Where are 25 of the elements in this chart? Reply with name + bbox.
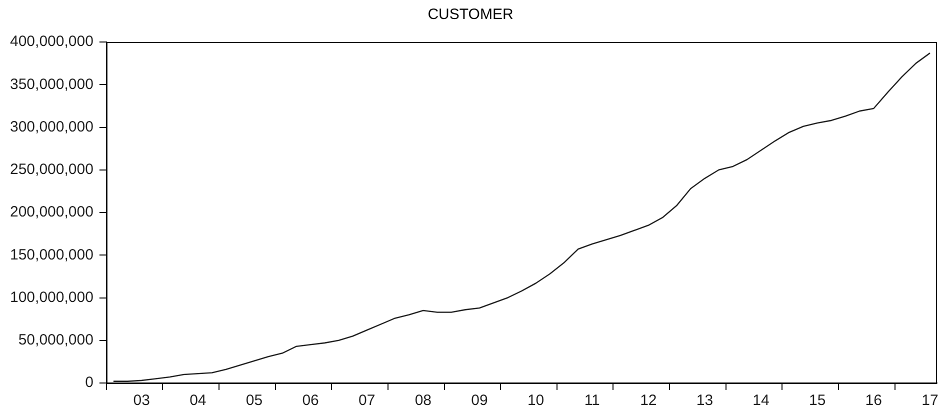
x-tick-label: 16 [865,392,882,410]
y-tick-label: 0 [85,374,94,392]
y-tick-label: 150,000,000 [10,246,94,264]
x-tick-label: 03 [133,392,150,410]
x-tick-label: 06 [302,392,319,410]
x-tick-label: 10 [527,392,544,410]
x-tick-label: 14 [752,392,770,410]
x-tick-label: 17 [922,392,938,410]
x-tick-label: 04 [190,392,206,410]
y-tick-label: 250,000,000 [10,161,94,178]
y-tick-label: 350,000,000 [10,76,94,93]
x-tick-label: 13 [696,392,714,410]
x-tick-label: 09 [471,392,488,410]
y-tick-label: 100,000,000 [10,288,94,306]
chart-title: CUSTOMER [428,6,514,24]
y-tick-label: 400,000,000 [10,33,94,50]
x-tick-label: 07 [358,392,376,410]
y-tick-label: 200,000,000 [10,204,94,221]
y-tick-label: 300,000,000 [10,118,94,136]
x-tick-label: 08 [414,392,432,410]
y-tick-label: 50,000,000 [18,332,94,349]
x-tick-label: 11 [584,392,600,410]
x-tick-label: 15 [808,392,826,410]
x-tick-label: 12 [640,392,657,410]
x-tick-label: 05 [246,392,263,410]
